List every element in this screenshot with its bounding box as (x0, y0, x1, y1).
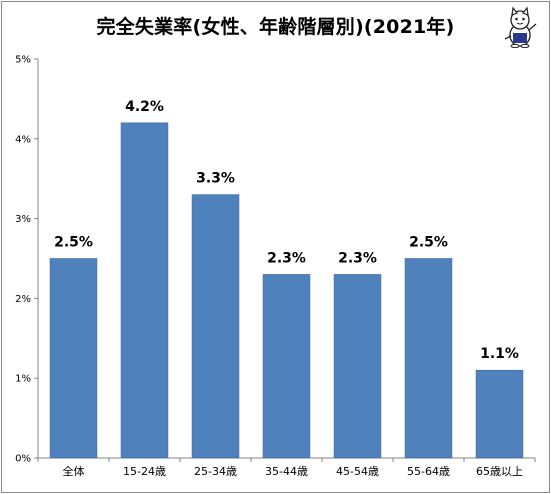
bar (120, 122, 169, 459)
bar (404, 258, 453, 459)
y-tick-label: 3% (15, 214, 31, 225)
y-tick-label: 1% (15, 374, 31, 385)
data-label: 2.5% (54, 235, 93, 251)
y-tick-label: 4% (15, 134, 31, 145)
bar (262, 274, 311, 459)
x-tick-label: 45-54歳 (336, 465, 379, 478)
bar (475, 369, 524, 459)
cat-mascot-icon (504, 6, 537, 48)
chart-title: 完全失業率(女性、年齢階層別)(2021年) (96, 16, 455, 38)
data-label: 3.3% (196, 171, 235, 187)
bar (49, 258, 98, 459)
x-tick-label: 35-44歳 (265, 465, 308, 478)
x-tick-label: 65歳以上 (476, 465, 523, 478)
bar (191, 194, 240, 459)
bar (333, 274, 382, 459)
y-tick-label: 0% (15, 454, 31, 465)
x-tick-label: 15-24歳 (123, 465, 166, 478)
data-label: 2.5% (409, 235, 448, 251)
x-tick-label: 55-64歳 (407, 465, 450, 478)
data-label: 2.3% (267, 250, 306, 266)
x-tick-label: 25-34歳 (194, 465, 237, 478)
data-label: 1.1% (480, 346, 519, 362)
x-tick-label: 全体 (63, 464, 85, 478)
data-label: 2.3% (338, 250, 377, 266)
data-label: 4.2% (125, 99, 164, 115)
y-tick-label: 2% (15, 294, 31, 305)
y-tick-label: 5% (15, 55, 31, 66)
